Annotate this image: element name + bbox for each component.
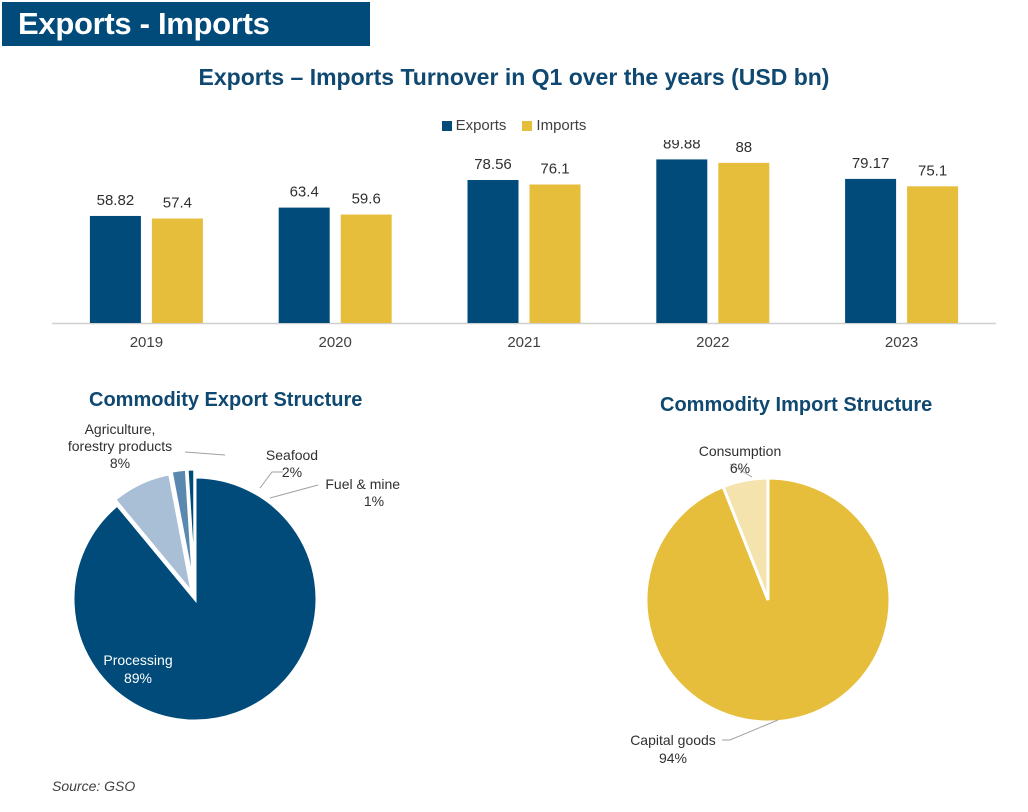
x-tick-label-2021: 2021: [507, 334, 540, 351]
legend-label-imports: Imports: [536, 117, 587, 134]
legend-item-imports: Imports: [522, 117, 586, 134]
leader-line-fuel: [269, 484, 319, 499]
data-label-imports-2022: 88: [735, 140, 752, 156]
label-fuel-pct: 1%: [364, 493, 384, 509]
section-banner: Exports - Imports: [2, 2, 370, 46]
label-seafood-name: Seafood: [266, 447, 318, 463]
bar-exports-2023: [845, 178, 897, 323]
export-slice-processing: [71, 475, 319, 723]
bar-imports-2023: [907, 186, 959, 323]
x-tick-label-2020: 2020: [319, 334, 352, 351]
bar-exports-2021: [467, 180, 519, 323]
label-seafood-pct: 2%: [282, 464, 302, 480]
bar-exports-2020: [278, 207, 330, 323]
label-processing-name: Processing: [103, 652, 172, 668]
source-note: Source: GSO: [52, 778, 136, 794]
label-agriculture-line2: forestry products: [68, 438, 172, 454]
bar-imports-2022: [718, 162, 770, 323]
data-label-imports-2023: 75.1: [918, 162, 947, 179]
x-tick-label-2022: 2022: [696, 334, 729, 351]
data-label-exports-2020: 63.4: [290, 184, 319, 201]
bar-chart-title: Exports – Imports Turnover in Q1 over th…: [198, 64, 830, 90]
export-slice-agriculture-forestry-products: [112, 471, 194, 595]
data-label-imports-2021: 76.1: [540, 160, 569, 177]
bar-imports-2020: [340, 214, 392, 323]
import-slice-consumption: [721, 476, 770, 601]
leader-line-seafood: [259, 471, 283, 489]
bar-chart: 58.82 57.4 2019 63.4 59.6 2020 78.56 76.1 2021 89…: [52, 140, 996, 351]
data-label-exports-2022: 89.88: [663, 140, 701, 152]
export-pie-title: Commodity Export Structure: [89, 389, 363, 411]
bar-exports-2022: [656, 159, 708, 323]
legend-swatch-imports: [522, 120, 533, 131]
bar-imports-2021: [529, 184, 581, 323]
export-pie-chart: Agriculture, forestry products 8% Seafoo…: [68, 421, 400, 723]
label-capital-name: Capital goods: [630, 732, 716, 748]
import-pie-chart: Consumption 6% Capital goods 94%: [630, 443, 892, 766]
export-slice-fuel-minerals: [185, 467, 197, 592]
data-label-imports-2020: 59.6: [352, 191, 381, 208]
label-agriculture-line1: Agriculture,: [85, 421, 156, 437]
label-agriculture-pct: 8%: [110, 455, 130, 471]
legend-label-exports: Exports: [455, 117, 507, 134]
data-label-exports-2023: 79.17: [852, 155, 890, 172]
data-label-exports-2019: 58.82: [97, 192, 135, 209]
leader-line-agriculture: [184, 451, 226, 456]
label-fuel-name: Fuel & minerals: [325, 476, 400, 492]
label-consumption-name: Consumption: [699, 443, 782, 459]
label-consumption-pct: 6%: [730, 460, 750, 476]
data-label-imports-2019: 57.4: [163, 195, 192, 212]
bar-imports-2019: [151, 218, 203, 323]
legend-item-exports: Exports: [441, 117, 507, 134]
label-capital-pct: 94%: [659, 750, 687, 766]
bar-chart-legend: Exports Imports: [0, 117, 1028, 134]
x-tick-label-2023: 2023: [885, 334, 918, 351]
data-label-exports-2021: 78.56: [474, 156, 512, 173]
x-tick-label-2019: 2019: [130, 334, 163, 351]
label-processing-pct: 89%: [124, 670, 152, 686]
leader-line-capital: [722, 719, 779, 741]
bar-exports-2019: [89, 215, 141, 323]
legend-swatch-exports: [441, 120, 452, 131]
leader-line-consumption: [729, 463, 753, 478]
import-pie-title: Commodity Import Structure: [660, 394, 933, 416]
section-title: Exports - Imports: [18, 6, 270, 41]
